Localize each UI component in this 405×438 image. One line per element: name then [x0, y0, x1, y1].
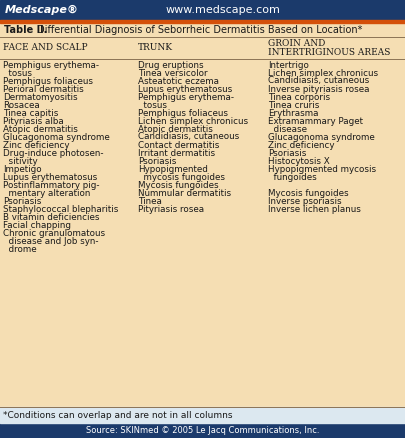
- Text: Tinea versicolor: Tinea versicolor: [138, 68, 207, 78]
- Text: INTERTRIGINOUS AREAS: INTERTRIGINOUS AREAS: [267, 48, 390, 57]
- Bar: [0, 423, 405, 438]
- Text: Glucagonoma syndrome: Glucagonoma syndrome: [3, 133, 109, 141]
- Text: fungoides: fungoides: [267, 173, 316, 181]
- Text: Hypopigmented mycosis: Hypopigmented mycosis: [267, 165, 375, 173]
- Text: Drug eruptions: Drug eruptions: [138, 60, 203, 70]
- Text: Chronic granulomatous: Chronic granulomatous: [3, 229, 105, 237]
- Text: Source: SKINmed © 2005 Le Jacq Communications, Inc.: Source: SKINmed © 2005 Le Jacq Communica…: [86, 426, 319, 435]
- Text: mycosis fungoides: mycosis fungoides: [138, 173, 224, 181]
- Text: Tinea: Tinea: [138, 197, 162, 205]
- Text: Contact dermatitis: Contact dermatitis: [138, 141, 219, 149]
- Text: GROIN AND: GROIN AND: [267, 39, 324, 48]
- Text: Pityriasis rosea: Pityriasis rosea: [138, 205, 204, 213]
- Text: mentary alteration: mentary alteration: [3, 188, 90, 198]
- Bar: [0, 37, 405, 59]
- Text: disease: disease: [267, 124, 306, 134]
- Text: Tinea capitis: Tinea capitis: [3, 109, 58, 117]
- Text: Dermatomyositis: Dermatomyositis: [3, 92, 77, 102]
- Text: Lichen simplex chronicus: Lichen simplex chronicus: [138, 117, 247, 126]
- Text: Psoriasis: Psoriasis: [3, 197, 41, 205]
- Text: Intertrigo: Intertrigo: [267, 60, 308, 70]
- Text: Perioral dermatitis: Perioral dermatitis: [3, 85, 83, 93]
- Text: Psoriasis: Psoriasis: [267, 148, 306, 158]
- Text: Inverse lichen planus: Inverse lichen planus: [267, 205, 360, 213]
- Text: Erythrasma: Erythrasma: [267, 109, 318, 117]
- Text: drome: drome: [3, 244, 36, 254]
- Text: Postinflammatory pig-: Postinflammatory pig-: [3, 180, 99, 190]
- Text: Lupus erythematosus: Lupus erythematosus: [3, 173, 97, 181]
- Bar: [0, 59, 405, 407]
- Text: Differential Diagnosis of Seborrheic Dermatitis Based on Location*: Differential Diagnosis of Seborrheic Der…: [34, 25, 362, 35]
- Text: www.medscape.com: www.medscape.com: [165, 5, 280, 15]
- Text: Pemphigus erythema-: Pemphigus erythema-: [138, 92, 233, 102]
- Text: Zinc deficiency: Zinc deficiency: [3, 141, 69, 149]
- Text: Extramammary Paget: Extramammary Paget: [267, 117, 362, 126]
- Text: Candidiasis, cutaneous: Candidiasis, cutaneous: [267, 77, 368, 85]
- Text: Mycosis fungoides: Mycosis fungoides: [267, 188, 348, 198]
- Text: Table II.: Table II.: [4, 25, 47, 35]
- Text: Psoriasis: Psoriasis: [138, 156, 176, 166]
- Bar: [0, 23, 405, 37]
- Text: Tinea corporis: Tinea corporis: [267, 92, 329, 102]
- Text: disease and Job syn-: disease and Job syn-: [3, 237, 98, 246]
- Text: Asteatotic eczema: Asteatotic eczema: [138, 77, 218, 85]
- Bar: [0, 20, 405, 23]
- Text: Inverse psoriasis: Inverse psoriasis: [267, 197, 341, 205]
- Text: *Conditions can overlap and are not in all columns: *Conditions can overlap and are not in a…: [3, 410, 232, 420]
- Text: Pityriasis alba: Pityriasis alba: [3, 117, 64, 126]
- Bar: [0, 407, 405, 423]
- Text: Impetigo: Impetigo: [3, 165, 42, 173]
- Text: Inverse pityriasis rosea: Inverse pityriasis rosea: [267, 85, 369, 93]
- Text: Lichen simplex chronicus: Lichen simplex chronicus: [267, 68, 377, 78]
- Text: Atopic dermatitis: Atopic dermatitis: [3, 124, 78, 134]
- Text: TRUNK: TRUNK: [138, 43, 173, 53]
- Text: Lupus erythematosus: Lupus erythematosus: [138, 85, 232, 93]
- Text: tosus: tosus: [3, 68, 32, 78]
- Text: sitivity: sitivity: [3, 156, 38, 166]
- Text: Tinea cruris: Tinea cruris: [267, 100, 319, 110]
- Text: B vitamin deficiencies: B vitamin deficiencies: [3, 212, 99, 222]
- Text: Facial chapping: Facial chapping: [3, 220, 71, 230]
- Text: Candidiasis, cutaneous: Candidiasis, cutaneous: [138, 133, 239, 141]
- Text: Pemphigus foliaceus: Pemphigus foliaceus: [3, 77, 93, 85]
- Text: Staphylococcal blepharitis: Staphylococcal blepharitis: [3, 205, 118, 213]
- Bar: [0, 0, 405, 20]
- Text: Nummular dermatitis: Nummular dermatitis: [138, 188, 230, 198]
- Text: tosus: tosus: [138, 100, 166, 110]
- Text: Irritant dermatitis: Irritant dermatitis: [138, 148, 215, 158]
- Text: Medscape®: Medscape®: [5, 5, 79, 15]
- Text: Drug-induce photosen-: Drug-induce photosen-: [3, 148, 103, 158]
- Text: Pemphigus foliaceus: Pemphigus foliaceus: [138, 109, 228, 117]
- Text: Histocytosis X: Histocytosis X: [267, 156, 329, 166]
- Text: Atopic dermatitis: Atopic dermatitis: [138, 124, 212, 134]
- Text: Zinc deficiency: Zinc deficiency: [267, 141, 334, 149]
- Text: FACE AND SCALP: FACE AND SCALP: [3, 43, 87, 53]
- Text: Rosacea: Rosacea: [3, 100, 40, 110]
- Text: Hypopigmented: Hypopigmented: [138, 165, 207, 173]
- Text: Mycosis fungoides: Mycosis fungoides: [138, 180, 218, 190]
- Text: Pemphigus erythema-: Pemphigus erythema-: [3, 60, 99, 70]
- Text: Glucagonoma syndrome: Glucagonoma syndrome: [267, 133, 374, 141]
